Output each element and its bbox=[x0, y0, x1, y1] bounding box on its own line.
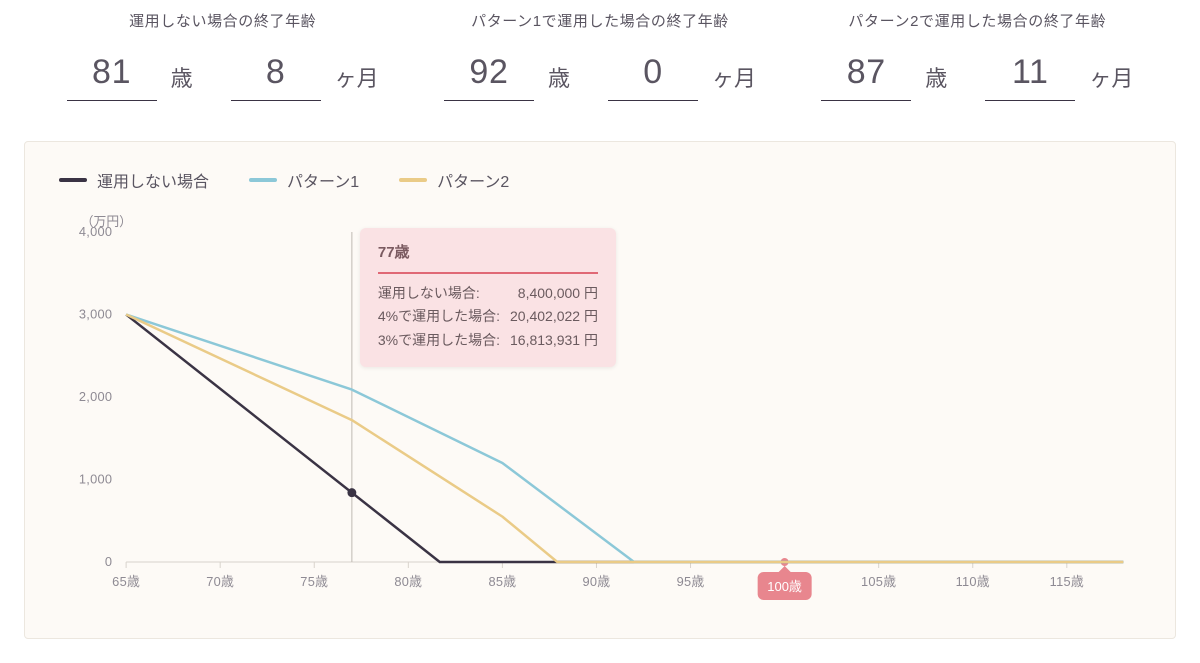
svg-text:2,000: 2,000 bbox=[79, 389, 112, 404]
age-pair: 81 歳 8 ヶ月 bbox=[54, 53, 391, 101]
tooltip-title: 77歳 bbox=[378, 240, 598, 266]
svg-text:105歳: 105歳 bbox=[861, 574, 896, 589]
chart-tooltip: 77歳 運用しない場合:8,400,000 円4%で運用した場合:20,402,… bbox=[360, 228, 616, 367]
tooltip-row: 4%で運用した場合:20,402,022 円 bbox=[378, 305, 598, 329]
summary-caption: パターン2で運用した場合の終了年齢 bbox=[809, 10, 1146, 31]
legend-label: パターン2 bbox=[437, 168, 509, 192]
years-field: 87 歳 bbox=[821, 53, 947, 101]
reference-age-badge: 100歳 bbox=[757, 572, 812, 600]
tooltip-rows: 運用しない場合:8,400,000 円4%で運用した場合:20,402,022 … bbox=[378, 282, 598, 353]
svg-text:110歳: 110歳 bbox=[956, 574, 990, 589]
summary-pattern1: パターン1で運用した場合の終了年齢 92 歳 0 ヶ月 bbox=[431, 10, 768, 101]
svg-text:65歳: 65歳 bbox=[112, 574, 140, 589]
chart-wrap: （万円）01,0002,0003,0004,00065歳70歳75歳80歳85歳… bbox=[57, 210, 1143, 610]
summary-pattern2: パターン2で運用した場合の終了年齢 87 歳 11 ヶ月 bbox=[809, 10, 1146, 101]
summary-row: 運用しない場合の終了年齢 81 歳 8 ヶ月 パターン1で運用した場合の終了年齢… bbox=[54, 10, 1146, 101]
legend-swatch bbox=[399, 178, 427, 182]
svg-text:75歳: 75歳 bbox=[300, 574, 328, 589]
months-value: 8 bbox=[231, 53, 321, 101]
tooltip-row: 3%で運用した場合:16,813,931 円 bbox=[378, 329, 598, 353]
months-unit: ヶ月 bbox=[335, 61, 379, 101]
svg-text:0: 0 bbox=[105, 554, 112, 569]
legend-swatch bbox=[249, 178, 277, 182]
svg-text:115歳: 115歳 bbox=[1050, 574, 1084, 589]
months-value: 11 bbox=[985, 53, 1075, 101]
svg-text:95歳: 95歳 bbox=[677, 574, 705, 589]
years-unit: 歳 bbox=[925, 61, 947, 101]
summary-caption: パターン1で運用した場合の終了年齢 bbox=[431, 10, 768, 31]
summary-no-invest: 運用しない場合の終了年齢 81 歳 8 ヶ月 bbox=[54, 10, 391, 101]
years-value: 87 bbox=[821, 53, 911, 101]
years-unit: 歳 bbox=[548, 61, 570, 101]
years-field: 81 歳 bbox=[67, 53, 193, 101]
legend-label: 運用しない場合 bbox=[97, 168, 209, 192]
years-field: 92 歳 bbox=[444, 53, 570, 101]
svg-text:1,000: 1,000 bbox=[79, 471, 112, 486]
svg-text:4,000: 4,000 bbox=[79, 224, 112, 239]
age-pair: 92 歳 0 ヶ月 bbox=[431, 53, 768, 101]
tooltip-row: 運用しない場合:8,400,000 円 bbox=[378, 282, 598, 306]
years-unit: 歳 bbox=[171, 61, 193, 101]
months-unit: ヶ月 bbox=[712, 61, 756, 101]
legend-swatch bbox=[59, 178, 87, 182]
svg-text:90歳: 90歳 bbox=[583, 574, 611, 589]
legend-item: パターン1 bbox=[249, 168, 359, 192]
legend-item: パターン2 bbox=[399, 168, 509, 192]
svg-text:80歳: 80歳 bbox=[394, 574, 422, 589]
legend-label: パターン1 bbox=[287, 168, 359, 192]
svg-text:70歳: 70歳 bbox=[206, 574, 234, 589]
chart-card: 運用しない場合パターン1パターン2 （万円）01,0002,0003,0004,… bbox=[24, 141, 1176, 639]
years-value: 92 bbox=[444, 53, 534, 101]
months-value: 0 bbox=[608, 53, 698, 101]
months-unit: ヶ月 bbox=[1089, 61, 1133, 101]
svg-text:85歳: 85歳 bbox=[488, 574, 516, 589]
months-field: 11 ヶ月 bbox=[985, 53, 1133, 101]
legend-item: 運用しない場合 bbox=[59, 168, 209, 192]
age-pair: 87 歳 11 ヶ月 bbox=[809, 53, 1146, 101]
months-field: 8 ヶ月 bbox=[231, 53, 379, 101]
summary-caption: 運用しない場合の終了年齢 bbox=[54, 10, 391, 31]
tooltip-divider bbox=[378, 272, 598, 274]
years-value: 81 bbox=[67, 53, 157, 101]
months-field: 0 ヶ月 bbox=[608, 53, 756, 101]
svg-text:3,000: 3,000 bbox=[79, 306, 112, 321]
legend: 運用しない場合 パターン1 パターン2 bbox=[59, 168, 1143, 192]
